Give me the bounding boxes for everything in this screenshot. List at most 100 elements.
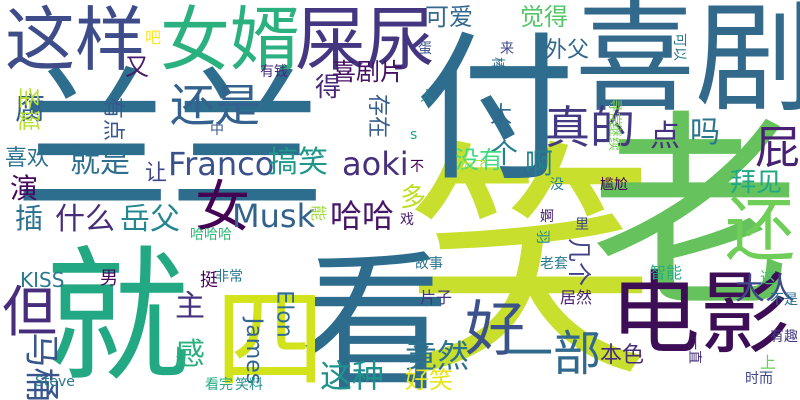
cloud-word: 演: [10, 172, 39, 205]
cloud-word: James: [241, 317, 267, 385]
cloud-word: 挺: [200, 270, 218, 291]
cloud-word: 这样: [5, 0, 145, 81]
cloud-word: KISS: [20, 268, 65, 292]
cloud-word: 一直: [686, 336, 702, 364]
cloud-word: 老套: [540, 256, 568, 272]
cloud-word: 还是: [170, 79, 261, 132]
cloud-word: 羽: [534, 230, 550, 244]
cloud-word: 蛋: [418, 41, 432, 57]
cloud-word: 插: [15, 202, 44, 235]
cloud-word: 屎尿: [295, 0, 435, 81]
cloud-word: 没: [550, 177, 564, 193]
cloud-word: 多: [400, 183, 427, 213]
cloud-word: 好: [465, 295, 525, 365]
cloud-word: 居然: [560, 288, 593, 307]
cloud-word: 笑料: [235, 377, 263, 393]
cloud-word: 圣诞: [15, 86, 41, 132]
cloud-word: 尴尬: [600, 177, 628, 193]
cloud-word: 感: [175, 337, 205, 372]
cloud-word: 点: [650, 119, 680, 154]
cloud-word: 女婿: [160, 0, 300, 81]
cloud-word: 中: [210, 122, 224, 138]
cloud-word: 竟然: [405, 337, 470, 375]
cloud-word: 又: [125, 53, 149, 81]
cloud-word: 寻常: [606, 98, 622, 126]
cloud-word: 看: [300, 238, 451, 400]
cloud-word: 兰兰: [15, 52, 325, 233]
cloud-word: 就是: [70, 145, 130, 180]
cloud-word: 哈哈: [330, 197, 395, 235]
cloud-word: 不是: [770, 292, 798, 308]
cloud-word: 喜欢: [5, 146, 50, 171]
cloud-word: 棒: [489, 57, 505, 71]
cloud-word: 没有: [455, 146, 503, 174]
cloud-word: 什么: [55, 202, 115, 237]
cloud-word: 腐: [15, 92, 45, 127]
cloud-word: 搞笑: [268, 145, 328, 180]
cloud-word: 个: [490, 137, 519, 170]
cloud-word: 来: [500, 41, 514, 57]
cloud-word: 岳父: [120, 202, 180, 237]
cloud-word: 哈哈哈: [190, 227, 232, 243]
cloud-word: 男: [100, 268, 118, 289]
cloud-word: 笑: [405, 119, 655, 400]
cloud-word: 几个: [565, 238, 593, 286]
cloud-word: 有趣: [770, 329, 798, 345]
cloud-word: 一部: [505, 326, 602, 382]
cloud-word: 这: [760, 268, 777, 287]
cloud-word: 有点: [100, 96, 126, 142]
cloud-word: 有钱: [260, 64, 288, 80]
cloud-word: 电影: [610, 262, 790, 367]
cloud-word: 四: [215, 276, 325, 400]
cloud-word: 让: [145, 161, 168, 186]
cloud-word: s: [410, 127, 418, 143]
cloud-word: 啊: [525, 147, 554, 180]
cloud-word: 老: [590, 92, 800, 337]
cloud-word: Musk: [232, 197, 316, 235]
cloud-word: 主: [175, 289, 205, 324]
cloud-word: 能: [309, 204, 329, 222]
cloud-word: aoki: [342, 145, 409, 183]
cloud-word: 时而: [745, 371, 773, 387]
cloud-word: 但: [2, 280, 58, 344]
cloud-word: 喜剧: [575, 0, 800, 129]
cloud-word: Steve: [35, 374, 75, 390]
cloud-word: 就: [45, 233, 190, 400]
cloud-word: 戏: [400, 212, 414, 228]
cloud-word: 继续: [606, 123, 622, 151]
cloud-word: 付: [415, 16, 576, 203]
cloud-word: 看完: [205, 377, 233, 393]
cloud-word: 非常: [215, 269, 243, 285]
cloud-word: 还: [725, 189, 795, 271]
cloud-word: 智能: [650, 263, 683, 282]
cloud-word: 为了: [460, 159, 488, 175]
cloud-word: Elon: [271, 290, 297, 338]
cloud-word: 本色: [600, 343, 645, 368]
cloud-word: 婀: [540, 209, 554, 225]
cloud-word: 得: [315, 73, 342, 103]
cloud-word: 可爱: [425, 3, 473, 31]
cloud-word: 女: [195, 175, 251, 239]
cloud-word: 片子: [420, 288, 453, 307]
cloud-word: 拜见: [730, 168, 783, 198]
cloud-word: 喜剧片: [332, 58, 404, 86]
cloud-word: 外父: [545, 38, 590, 63]
cloud-word: 存在: [365, 93, 391, 139]
cloud-word: 这种: [320, 357, 385, 395]
cloud-word: 屁: [755, 121, 800, 174]
cloud-word: 上: [760, 353, 777, 372]
cloud-word: 太: [490, 103, 513, 128]
cloud-word: 故事: [415, 256, 443, 272]
cloud-word: 可以: [671, 33, 687, 61]
cloud-word: 吗: [690, 115, 720, 150]
cloud-word: 不: [410, 159, 424, 175]
cloud-word: 真的: [545, 101, 636, 154]
cloud-word: 大人: [735, 272, 795, 307]
cloud-word: Franco: [168, 145, 275, 183]
cloud-word: 好笑: [405, 366, 453, 394]
cloud-word: 里: [575, 217, 589, 233]
cloud-word: 人: [420, 89, 434, 105]
cloud-word: 觉得: [520, 3, 568, 31]
cloud-word: 吧: [145, 28, 162, 47]
